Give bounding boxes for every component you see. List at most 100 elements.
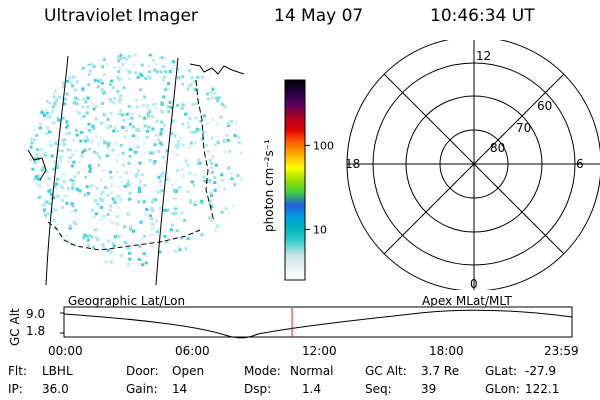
emission-pixel xyxy=(97,163,101,167)
emission-pixel xyxy=(47,189,51,193)
emission-pixel xyxy=(201,262,205,266)
emission-pixel xyxy=(46,126,49,130)
emission-pixel xyxy=(57,155,61,159)
emission-pixel xyxy=(194,229,198,233)
emission-pixel xyxy=(73,175,77,179)
emission-pixel xyxy=(52,70,56,74)
emission-pixel xyxy=(103,141,106,145)
emission-pixel xyxy=(59,55,63,59)
emission-pixel xyxy=(217,96,221,100)
emission-pixel xyxy=(146,104,149,108)
timeline-xtick-label: 23:59 xyxy=(544,344,579,358)
info-label: Gain: xyxy=(126,382,158,396)
emission-pixel xyxy=(68,224,72,228)
emission-pixel xyxy=(188,116,192,120)
emission-pixel xyxy=(76,97,80,101)
emission-pixel xyxy=(136,145,140,149)
emission-pixel xyxy=(68,259,72,263)
emission-pixel xyxy=(38,126,42,130)
emission-pixel xyxy=(166,208,169,212)
emission-pixel xyxy=(94,199,98,203)
emission-pixel xyxy=(160,101,164,105)
emission-pixel xyxy=(220,266,224,267)
emission-pixel xyxy=(71,204,75,208)
emission-pixel xyxy=(126,179,130,183)
emission-pixel xyxy=(55,162,59,166)
mlt-diagonal xyxy=(383,73,565,255)
emission-pixel xyxy=(42,166,46,169)
emission-pixel xyxy=(115,222,119,226)
emission-pixel xyxy=(32,224,35,228)
emission-pixel xyxy=(114,142,117,146)
emission-pixel xyxy=(95,134,99,138)
emission-pixel xyxy=(65,257,69,261)
emission-pixel xyxy=(170,223,174,227)
emission-pixel xyxy=(108,124,112,128)
emission-pixel xyxy=(48,140,52,144)
emission-pixel xyxy=(151,209,154,213)
emission-pixel xyxy=(107,143,110,147)
mlt-label-left: 18 xyxy=(345,157,360,171)
emission-pixel xyxy=(31,81,35,85)
emission-pixel xyxy=(104,186,108,189)
emission-pixel xyxy=(102,139,106,143)
emission-pixel xyxy=(40,147,44,151)
emission-pixel xyxy=(209,205,213,209)
emission-pixel xyxy=(209,219,213,223)
emission-pixel xyxy=(72,59,76,63)
emission-pixel xyxy=(69,244,72,247)
timeline-xtick-label: 12:00 xyxy=(302,344,337,358)
emission-pixel xyxy=(225,133,229,137)
emission-pixel xyxy=(44,132,48,136)
emission-pixel xyxy=(113,66,117,69)
emission-pixel xyxy=(43,202,47,206)
emission-pixel xyxy=(154,63,158,66)
emission-pixel xyxy=(208,73,212,77)
emission-pixel xyxy=(116,153,120,157)
emission-pixel xyxy=(58,142,62,146)
emission-pixel xyxy=(102,58,106,61)
emission-pixel xyxy=(181,103,185,107)
emission-pixel xyxy=(137,186,141,190)
timeline-xtick-label: 18:00 xyxy=(429,344,464,358)
emission-pixel xyxy=(237,135,241,139)
emission-pixel xyxy=(230,244,234,248)
emission-pixel xyxy=(57,118,61,122)
emission-pixel xyxy=(140,63,144,67)
emission-pixel xyxy=(52,72,56,76)
emission-pixel xyxy=(128,154,132,158)
emission-pixel xyxy=(94,117,98,121)
emission-pixel xyxy=(66,187,70,191)
emission-pixel xyxy=(74,149,78,153)
emission-pixel xyxy=(226,122,230,126)
emission-pixel xyxy=(229,119,233,123)
emission-pixel xyxy=(210,60,214,64)
emission-pixel xyxy=(237,121,241,124)
emission-pixel xyxy=(233,60,237,64)
emission-pixel xyxy=(91,124,95,128)
emission-pixel xyxy=(208,159,212,162)
emission-pixel xyxy=(86,105,90,109)
emission-pixel xyxy=(181,174,185,178)
info-label: IP: xyxy=(8,382,23,396)
emission-pixel xyxy=(55,63,59,67)
polar-plot: 12 0 18 6 60 70 80 xyxy=(345,40,600,290)
emission-pixel xyxy=(202,175,206,179)
emission-pixel xyxy=(196,102,199,105)
emission-pixel xyxy=(94,105,98,108)
emission-pixel xyxy=(118,66,122,70)
emission-pixel xyxy=(31,106,35,110)
emission-pixel xyxy=(65,79,69,83)
emission-pixel xyxy=(223,150,227,154)
emission-pixel xyxy=(49,192,53,196)
emission-pixel xyxy=(44,55,48,59)
emission-pixel xyxy=(85,127,89,130)
emission-pixel xyxy=(154,219,158,223)
emission-pixel xyxy=(229,84,233,88)
emission-pixel xyxy=(128,55,132,58)
emission-pixel xyxy=(186,163,190,167)
emission-pixel xyxy=(43,208,46,212)
emission-pixel xyxy=(189,201,193,205)
emission-pixel xyxy=(38,209,42,213)
